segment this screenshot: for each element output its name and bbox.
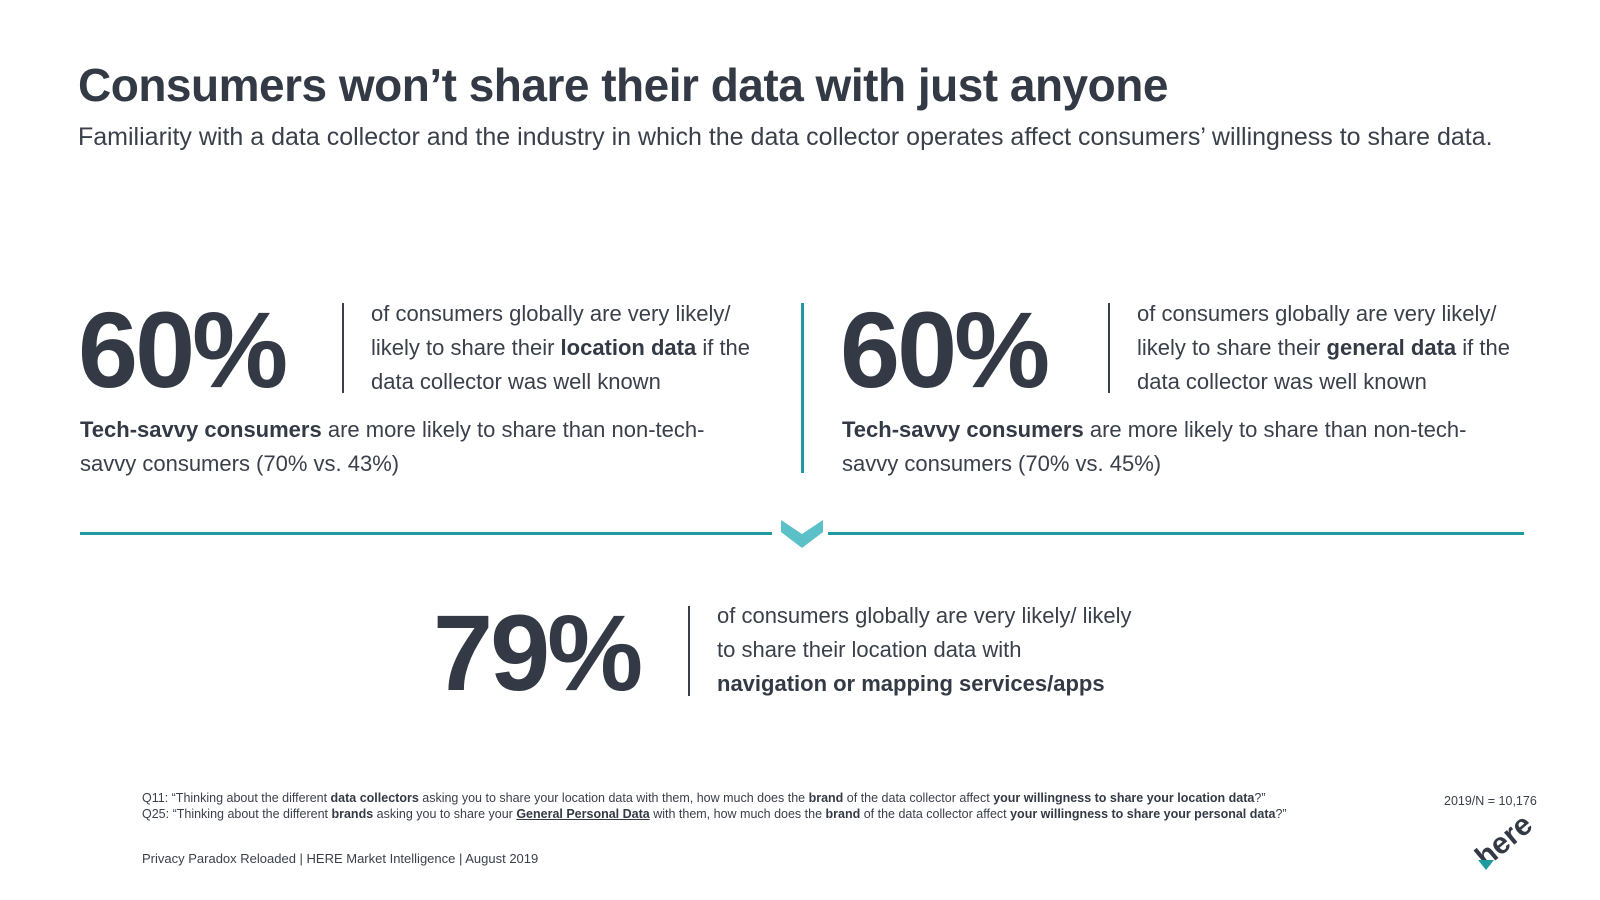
stat-3-value: 79% [433, 592, 643, 713]
page-title: Consumers won’t share their data with ju… [78, 59, 1168, 111]
stat-1-value: 60% [78, 289, 288, 410]
stat-2-separator [1108, 303, 1110, 393]
vertical-divider [801, 303, 804, 473]
stat-1-note: Tech-savvy consumers are more likely to … [80, 417, 705, 476]
survey-questions: Q11: “Thinking about the different data … [142, 790, 1402, 822]
stat-2-description: of consumers globally are very likely/ l… [1137, 301, 1510, 394]
chevron-down-icon [781, 520, 823, 548]
page-subtitle: Familiarity with a data collector and th… [78, 123, 1493, 151]
horizontal-divider-right [828, 532, 1524, 535]
question-q11: Q11: “Thinking about the different data … [142, 791, 1266, 805]
here-logo-text: here [1470, 812, 1539, 872]
stat-1-description: of consumers globally are very likely/ l… [371, 301, 751, 394]
stat-3-separator [688, 606, 690, 696]
stat-1-separator [342, 303, 344, 393]
footer-credit: Privacy Paradox Reloaded | HERE Market I… [142, 851, 539, 866]
here-logo-icon: here [1470, 812, 1539, 872]
horizontal-divider-left [80, 532, 772, 535]
stat-2-note: Tech-savvy consumers are more likely to … [842, 417, 1467, 476]
stat-3-description: of consumers globally are very likely/ l… [717, 603, 1132, 696]
stat-2-value: 60% [840, 289, 1050, 410]
sample-size-label: 2019/N = 10,176 [1444, 794, 1537, 808]
question-q25: Q25: “Thinking about the different brand… [142, 807, 1287, 821]
